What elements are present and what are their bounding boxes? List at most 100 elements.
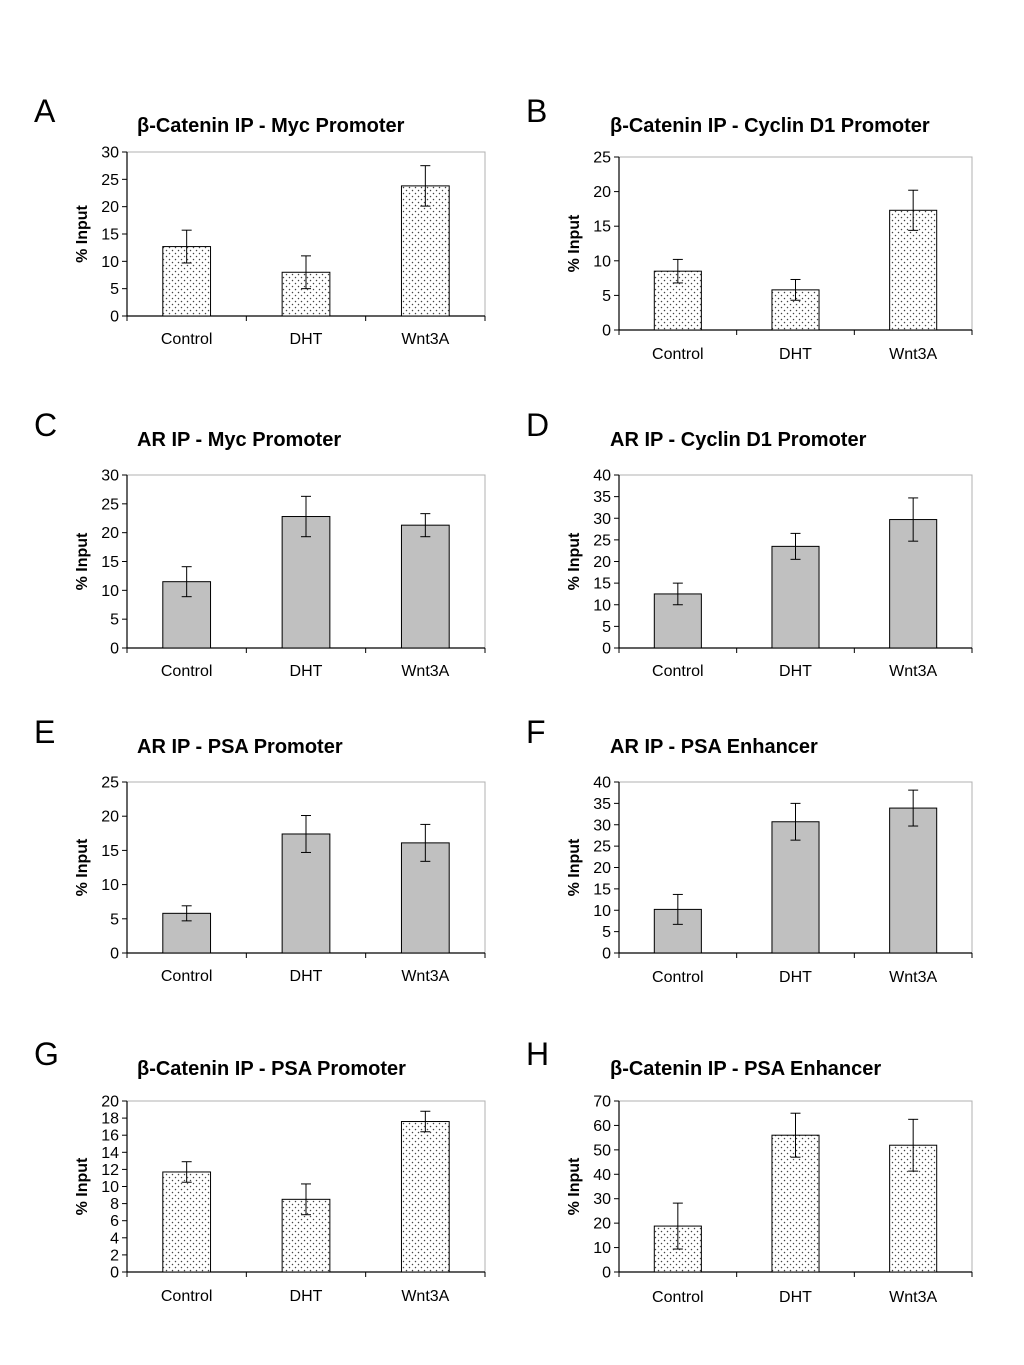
y-tick-label: 0 (110, 309, 119, 326)
panel-letter: B (526, 93, 547, 129)
y-tick-label: 10 (101, 877, 119, 894)
chart-panel-d: D AR IP - Cyclin D1 Promoter 0 5 10 15 20 25 30 3… (526, 407, 973, 680)
bar-dht (771, 821, 820, 954)
y-tick-label: 20 (101, 1094, 119, 1111)
y-tick-label: 30 (101, 145, 119, 162)
y-tick-label: 10 (593, 1240, 611, 1257)
y-tick-label: 10 (593, 597, 611, 614)
y-tick-label: 0 (110, 1265, 119, 1282)
y-tick-label: 5 (602, 288, 611, 305)
chart-title: β-Catenin IP - Myc Promoter (137, 115, 405, 137)
y-tick-label: 30 (593, 817, 611, 834)
y-tick-label: 25 (101, 775, 119, 792)
x-tick-label: Wnt3A (889, 1289, 937, 1306)
y-tick-label: 35 (593, 489, 611, 506)
y-axis-label: % Input (566, 1157, 583, 1215)
panel-letter: G (34, 1036, 59, 1072)
y-tick-label: 25 (101, 496, 119, 513)
y-tick-label: 60 (593, 1118, 611, 1135)
y-axis-label: % Input (74, 1157, 91, 1215)
y-tick-label: 12 (101, 1162, 119, 1179)
y-tick-label: 4 (110, 1230, 119, 1247)
x-tick-label: DHT (290, 331, 323, 348)
y-tick-label: 30 (593, 511, 611, 528)
bar-wnt3a (889, 807, 938, 954)
y-tick-label: 15 (593, 576, 611, 593)
y-tick-label: 0 (602, 641, 611, 658)
y-tick-label: 18 (101, 1111, 119, 1128)
y-tick-label: 35 (593, 796, 611, 813)
panel-letter: F (526, 714, 546, 750)
panel-letter: H (526, 1036, 549, 1072)
x-tick-label: Control (161, 663, 213, 680)
x-tick-label: Control (652, 1289, 704, 1306)
x-tick-label: Control (161, 968, 213, 985)
x-tick-label: DHT (779, 663, 812, 680)
chart-title: AR IP - PSA Promoter (137, 736, 343, 758)
y-axis-label: % Input (74, 532, 91, 590)
y-tick-label: 20 (593, 184, 611, 201)
y-tick-label: 70 (593, 1094, 611, 1111)
chart-title: AR IP - Myc Promoter (137, 429, 341, 451)
y-tick-label: 20 (101, 199, 119, 216)
bar-wnt3a (400, 524, 450, 649)
y-tick-label: 40 (593, 775, 611, 792)
y-axis-label: % Input (566, 838, 583, 896)
chart-title: AR IP - PSA Enhancer (610, 736, 818, 758)
y-tick-label: 50 (593, 1142, 611, 1159)
bar-control (162, 1171, 212, 1273)
y-axis-label: % Input (74, 838, 91, 896)
y-tick-label: 10 (101, 1179, 119, 1196)
y-tick-label: 5 (602, 619, 611, 636)
x-tick-label: Control (161, 331, 213, 348)
bar-dht (281, 833, 331, 954)
x-tick-label: Wnt3A (889, 663, 937, 680)
y-tick-label: 25 (593, 532, 611, 549)
chart-title: β-Catenin IP - Cyclin D1 Promoter (610, 115, 930, 137)
y-tick-label: 20 (101, 809, 119, 826)
y-tick-label: 15 (593, 219, 611, 236)
bar-dht (281, 516, 331, 649)
y-tick-label: 20 (593, 860, 611, 877)
y-tick-label: 5 (110, 281, 119, 298)
y-tick-label: 5 (602, 924, 611, 941)
chart-panel-e: E AR IP - PSA Promoter 0 5 10 15 20 25 Control DH… (34, 714, 486, 985)
x-tick-label: Control (652, 346, 704, 363)
x-tick-label: DHT (290, 1288, 323, 1305)
panel-letter: D (526, 407, 549, 443)
y-tick-label: 30 (101, 468, 119, 485)
y-tick-label: 15 (101, 227, 119, 244)
x-tick-label: Control (161, 1288, 213, 1305)
y-tick-label: 30 (593, 1191, 611, 1208)
y-tick-label: 15 (101, 843, 119, 860)
y-tick-label: 40 (593, 1167, 611, 1184)
chart-panel-f: F AR IP - PSA Enhancer 0 5 10 15 20 25 30 35 40 Con… (526, 714, 973, 986)
y-tick-label: 15 (101, 554, 119, 571)
chart-title: β-Catenin IP - PSA Promoter (137, 1058, 406, 1080)
y-tick-label: 20 (593, 554, 611, 571)
y-axis-label: % Input (566, 214, 583, 272)
y-tick-label: 2 (110, 1247, 119, 1264)
y-tick-label: 20 (593, 1216, 611, 1233)
y-tick-label: 14 (101, 1145, 119, 1162)
bar-dht (771, 545, 820, 649)
y-axis-label: % Input (566, 532, 583, 590)
panel-letter: E (34, 714, 55, 750)
y-tick-label: 0 (602, 1265, 611, 1282)
x-tick-label: Wnt3A (401, 331, 449, 348)
y-tick-label: 10 (101, 583, 119, 600)
x-tick-label: Wnt3A (401, 663, 449, 680)
bar-wnt3a (400, 185, 450, 317)
x-tick-label: Control (652, 969, 704, 986)
y-tick-label: 5 (110, 911, 119, 928)
y-tick-label: 16 (101, 1128, 119, 1145)
x-tick-label: DHT (779, 969, 812, 986)
y-tick-label: 8 (110, 1196, 119, 1213)
x-tick-label: Wnt3A (401, 1288, 449, 1305)
y-tick-label: 15 (593, 881, 611, 898)
